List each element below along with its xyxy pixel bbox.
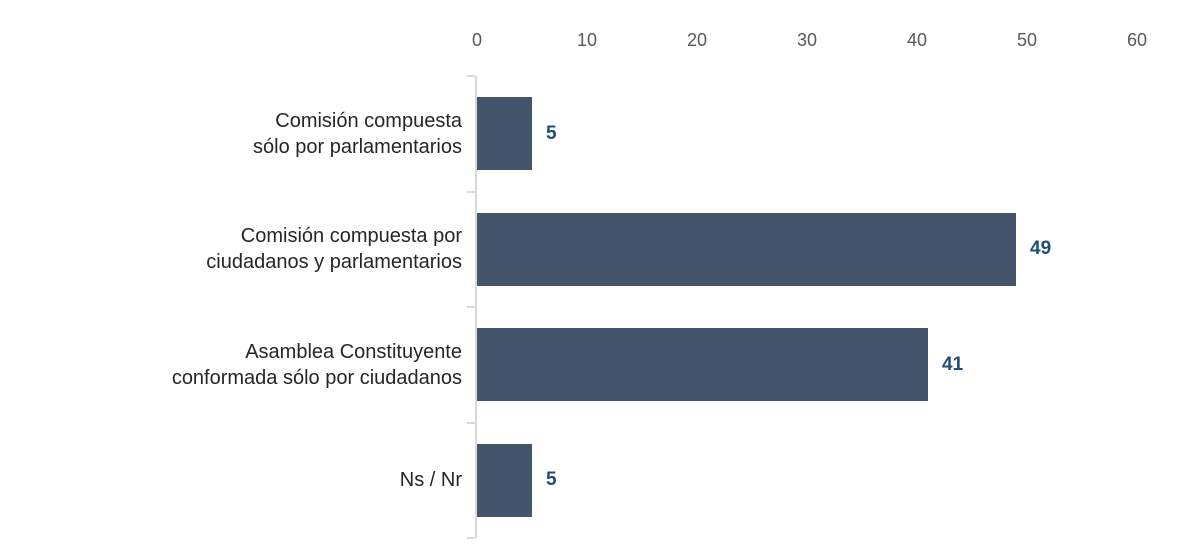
category-label-line: conformada sólo por ciudadanos xyxy=(171,366,462,389)
value-label: 5 xyxy=(546,469,557,491)
bar xyxy=(477,212,1016,286)
category-label-line: sólo por parlamentarios xyxy=(253,135,462,158)
value-label: 49 xyxy=(1030,238,1052,260)
y-axis-tick xyxy=(467,306,475,308)
y-axis-tick xyxy=(467,190,475,193)
category-label: Comisión compuesta sólo por parlamentario… xyxy=(0,76,462,192)
y-axis-tick xyxy=(467,421,475,424)
x-tick-label: 0 xyxy=(471,30,483,50)
x-tick-label: 10 xyxy=(576,30,598,50)
y-axis-line xyxy=(475,76,477,538)
y-axis-tick xyxy=(467,75,475,77)
bar xyxy=(477,97,532,171)
category-label-line: Comisión compuesta por xyxy=(240,225,462,248)
value-label: 5 xyxy=(546,122,557,144)
x-tick-label: 60 xyxy=(1126,30,1148,50)
category-label-line: Ns / Nr xyxy=(399,469,462,492)
y-axis-tick xyxy=(467,537,475,539)
x-tick-label: 40 xyxy=(906,30,928,50)
category-label: Ns / Nr xyxy=(0,423,462,539)
value-label: 41 xyxy=(942,353,964,375)
category-label: Asamblea Constituyente conformada sólo po… xyxy=(0,307,462,423)
category-label-line: Asamblea Constituyente xyxy=(245,340,462,363)
x-tick-label: 50 xyxy=(1016,30,1038,50)
category-label-line: Comisión compuesta xyxy=(275,109,462,132)
bar xyxy=(477,443,532,517)
category-label: Comisión compuesta por ciudadanos y parla… xyxy=(0,192,462,308)
category-label-line: ciudadanos y parlamentarios xyxy=(206,251,462,274)
x-tick-label: 30 xyxy=(796,30,818,50)
bar xyxy=(477,328,928,402)
x-tick-label: 20 xyxy=(686,30,708,50)
